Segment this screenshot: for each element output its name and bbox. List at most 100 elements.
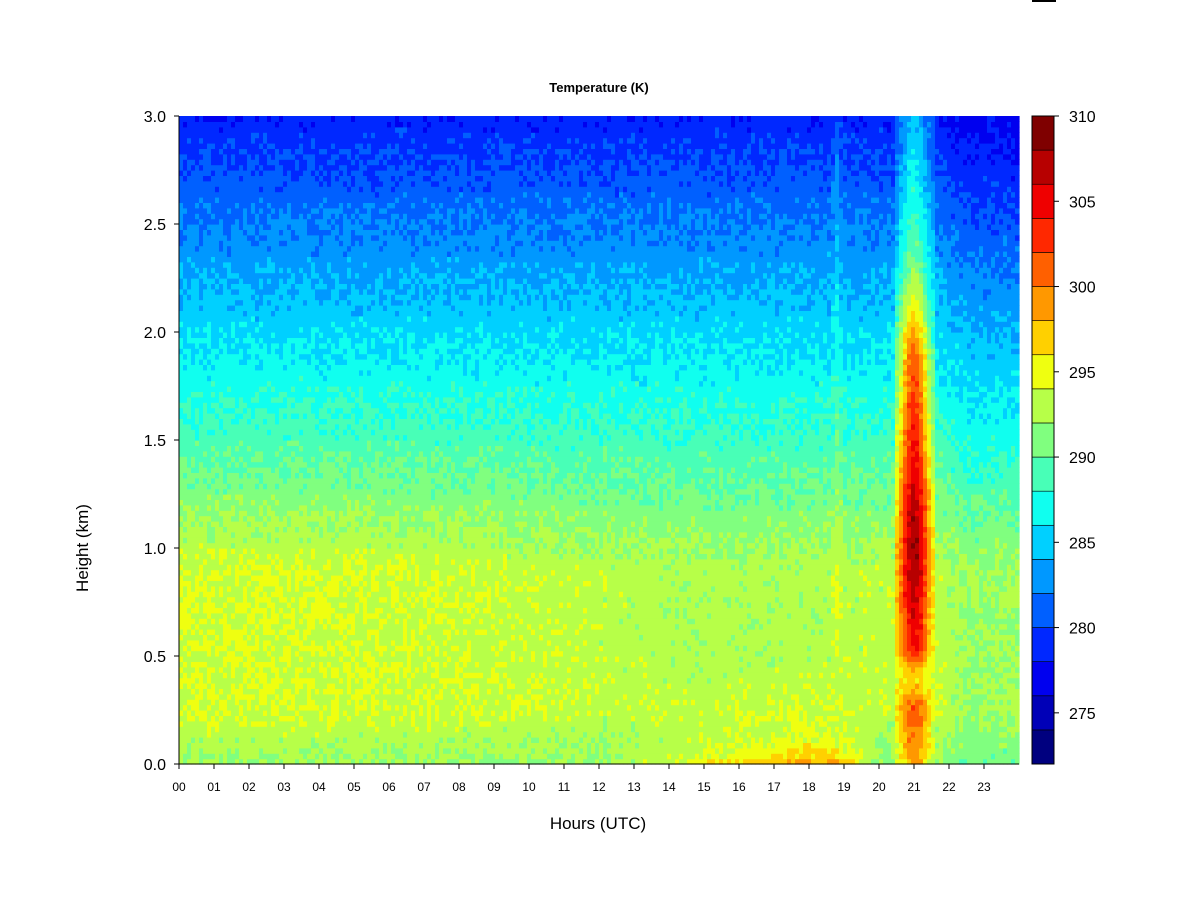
heatmap-cell: [179, 262, 184, 268]
heatmap-cell: [299, 688, 304, 694]
heatmap-cell: [295, 710, 300, 716]
heatmap-cell: [203, 456, 208, 462]
heatmap-cell: [183, 435, 188, 441]
heatmap-cell: [203, 310, 208, 316]
heatmap-cell: [335, 602, 340, 608]
heatmap-cell: [315, 251, 320, 257]
heatmap-cell: [339, 543, 344, 549]
heatmap-cell: [223, 510, 228, 516]
heatmap-cell: [271, 213, 276, 219]
heatmap-cell: [279, 656, 284, 662]
heatmap-cell: [323, 483, 328, 489]
heatmap-cell: [243, 186, 248, 192]
heatmap-cell: [271, 516, 276, 522]
heatmap-cell: [323, 586, 328, 592]
heatmap-cell: [191, 283, 196, 289]
heatmap-cell: [339, 553, 344, 559]
heatmap-cell: [339, 651, 344, 657]
heatmap-cell: [267, 688, 272, 694]
heatmap-cell: [255, 521, 260, 527]
heatmap-cell: [335, 143, 340, 149]
heatmap-cell: [275, 165, 280, 171]
heatmap-cell: [219, 202, 224, 208]
heatmap-cell: [283, 121, 288, 127]
heatmap-cell: [223, 435, 228, 441]
heatmap-cell: [223, 440, 228, 446]
heatmap-cell: [235, 170, 240, 176]
heatmap-cell: [255, 494, 260, 500]
heatmap-cell: [271, 742, 276, 748]
heatmap-cell: [239, 467, 244, 473]
heatmap-cell: [319, 435, 324, 441]
heatmap-cell: [219, 148, 224, 154]
heatmap-cell: [331, 224, 336, 230]
heatmap-cell: [343, 586, 348, 592]
heatmap-cell: [263, 521, 268, 527]
heatmap-cell: [219, 602, 224, 608]
heatmap-cell: [279, 645, 284, 651]
heatmap-cell: [315, 618, 320, 624]
heatmap-cell: [291, 138, 296, 144]
heatmap-cell: [295, 699, 300, 705]
heatmap-cell: [259, 300, 264, 306]
heatmap-cell: [267, 186, 272, 192]
heatmap-cell: [183, 629, 188, 635]
heatmap-cell: [259, 381, 264, 387]
heatmap-cell: [207, 132, 212, 138]
heatmap-cell: [191, 310, 196, 316]
heatmap-cell: [195, 348, 200, 354]
heatmap-cell: [299, 159, 304, 165]
heatmap-cell: [219, 672, 224, 678]
heatmap-cell: [231, 456, 236, 462]
heatmap-cell: [295, 364, 300, 370]
heatmap-cell: [275, 213, 280, 219]
heatmap-cell: [195, 451, 200, 457]
heatmap-cell: [319, 694, 324, 700]
heatmap-cell: [215, 435, 220, 441]
heatmap-cell: [187, 418, 192, 424]
heatmap-cell: [275, 192, 280, 198]
heatmap-cell: [307, 321, 312, 327]
heatmap-cell: [255, 543, 260, 549]
heatmap-cell: [271, 273, 276, 279]
heatmap-cell: [279, 726, 284, 732]
heatmap-cell: [231, 202, 236, 208]
heatmap-cell: [307, 618, 312, 624]
heatmap-cell: [299, 564, 304, 570]
heatmap-cell: [211, 391, 216, 397]
heatmap-cell: [191, 435, 196, 441]
heatmap-cell: [291, 445, 296, 451]
heatmap-cell: [195, 159, 200, 165]
heatmap-cell: [251, 332, 256, 338]
heatmap-cell: [287, 435, 292, 441]
heatmap-cell: [295, 526, 300, 532]
heatmap-cell: [203, 516, 208, 522]
heatmap-cell: [183, 121, 188, 127]
heatmap-cell: [307, 705, 312, 711]
heatmap-cell: [299, 586, 304, 592]
heatmap-cell: [223, 208, 228, 214]
heatmap-cell: [271, 170, 276, 176]
heatmap-cell: [211, 624, 216, 630]
heatmap-cell: [235, 645, 240, 651]
heatmap-cell: [323, 451, 328, 457]
heatmap-cell: [303, 283, 308, 289]
heatmap-cell: [239, 472, 244, 478]
heatmap-cell: [299, 408, 304, 414]
heatmap-cell: [287, 667, 292, 673]
heatmap-cell: [191, 748, 196, 754]
heatmap-cell: [267, 494, 272, 500]
heatmap-cell: [335, 721, 340, 727]
heatmap-cell: [331, 213, 336, 219]
heatmap-cell: [267, 607, 272, 613]
heatmap-cell: [191, 683, 196, 689]
heatmap-cell: [323, 564, 328, 570]
heatmap-cell: [251, 629, 256, 635]
heatmap-cell: [291, 397, 296, 403]
heatmap-cell: [247, 715, 252, 721]
heatmap-cell: [203, 240, 208, 246]
heatmap-cell: [275, 175, 280, 181]
heatmap-cell: [199, 132, 204, 138]
heatmap-cell: [311, 435, 316, 441]
heatmap-cell: [179, 197, 184, 203]
